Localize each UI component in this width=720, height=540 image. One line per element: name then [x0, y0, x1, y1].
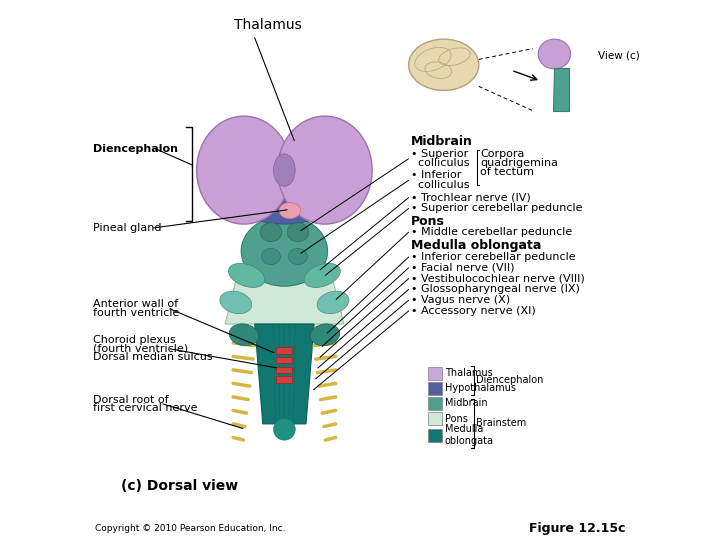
Text: Midbrain: Midbrain [411, 135, 473, 148]
Text: • Glossopharyngeal nerve (IX): • Glossopharyngeal nerve (IX) [411, 285, 580, 294]
Text: quadrigemina: quadrigemina [480, 158, 558, 168]
Text: • Superior: • Superior [411, 149, 469, 159]
Ellipse shape [220, 291, 252, 314]
Ellipse shape [279, 202, 301, 219]
Text: Thalamus: Thalamus [445, 368, 492, 378]
Text: Corpora: Corpora [480, 149, 524, 159]
Bar [276, 347, 292, 354]
Text: colliculus: colliculus [411, 158, 470, 168]
Text: Figure 12.15c: Figure 12.15c [529, 522, 626, 535]
Text: Dorsal median sulcus: Dorsal median sulcus [93, 353, 212, 362]
Text: Pons: Pons [445, 414, 468, 423]
Text: Copyright © 2010 Pearson Education, Inc.: Copyright © 2010 Pearson Education, Inc. [95, 524, 286, 532]
Ellipse shape [197, 116, 291, 224]
Bar [276, 367, 292, 373]
Text: • Inferior cerebellar peduncle: • Inferior cerebellar peduncle [411, 252, 576, 262]
Bar [428, 429, 441, 442]
Ellipse shape [241, 216, 328, 286]
Text: • Vagus nerve (X): • Vagus nerve (X) [411, 295, 510, 305]
Text: Pons: Pons [411, 215, 445, 228]
Ellipse shape [289, 248, 307, 265]
Text: Midbrain: Midbrain [445, 399, 487, 408]
Bar [428, 397, 441, 410]
Ellipse shape [409, 39, 479, 91]
Polygon shape [255, 324, 314, 424]
Bar [428, 382, 441, 395]
Text: View (c): View (c) [598, 50, 639, 60]
Text: Brainstem: Brainstem [476, 418, 526, 428]
Text: Diencephalon: Diencephalon [476, 375, 544, 385]
Text: • Accessory nerve (XI): • Accessory nerve (XI) [411, 306, 536, 316]
Text: • Inferior: • Inferior [411, 171, 462, 180]
Text: colliculus: colliculus [411, 180, 470, 190]
Text: Dorsal root of: Dorsal root of [93, 395, 168, 404]
Ellipse shape [304, 264, 341, 287]
Text: • Vestibulocochlear nerve (VIII): • Vestibulocochlear nerve (VIII) [411, 274, 585, 284]
Text: • Middle cerebellar peduncle: • Middle cerebellar peduncle [411, 227, 572, 237]
Ellipse shape [538, 39, 571, 69]
Text: Medulla
oblongata: Medulla oblongata [445, 424, 494, 446]
Ellipse shape [236, 176, 333, 224]
Ellipse shape [274, 154, 295, 186]
Bar [428, 367, 441, 380]
Text: • Trochlear nerve (IV): • Trochlear nerve (IV) [411, 193, 531, 202]
Text: fourth ventricle: fourth ventricle [93, 308, 179, 318]
Text: Thalamus: Thalamus [234, 18, 302, 32]
Text: Hypothalamus: Hypothalamus [445, 383, 516, 393]
Text: Choroid plexus: Choroid plexus [93, 335, 176, 345]
Text: (fourth ventricle): (fourth ventricle) [93, 344, 188, 354]
Text: Pineal gland: Pineal gland [93, 223, 161, 233]
Polygon shape [553, 68, 569, 111]
Ellipse shape [317, 291, 349, 314]
Text: (c) Dorsal view: (c) Dorsal view [121, 479, 238, 493]
Ellipse shape [261, 248, 280, 265]
Ellipse shape [310, 324, 340, 346]
Text: Diencephalon: Diencephalon [93, 144, 178, 153]
Ellipse shape [274, 418, 295, 440]
Bar [276, 357, 292, 363]
Ellipse shape [260, 222, 282, 241]
Ellipse shape [229, 324, 258, 346]
Text: • Facial nerve (VII): • Facial nerve (VII) [411, 263, 515, 273]
Text: of tectum: of tectum [480, 167, 534, 177]
Text: Anterior wall of: Anterior wall of [93, 299, 178, 309]
Text: first cervical nerve: first cervical nerve [93, 403, 197, 413]
Polygon shape [225, 281, 344, 324]
Text: • Superior cerebellar peduncle: • Superior cerebellar peduncle [411, 204, 582, 213]
Bar [276, 376, 292, 383]
Ellipse shape [278, 116, 372, 224]
Ellipse shape [287, 222, 309, 241]
Text: Medulla oblongata: Medulla oblongata [411, 239, 541, 252]
Ellipse shape [228, 264, 265, 287]
Bar [428, 412, 441, 425]
